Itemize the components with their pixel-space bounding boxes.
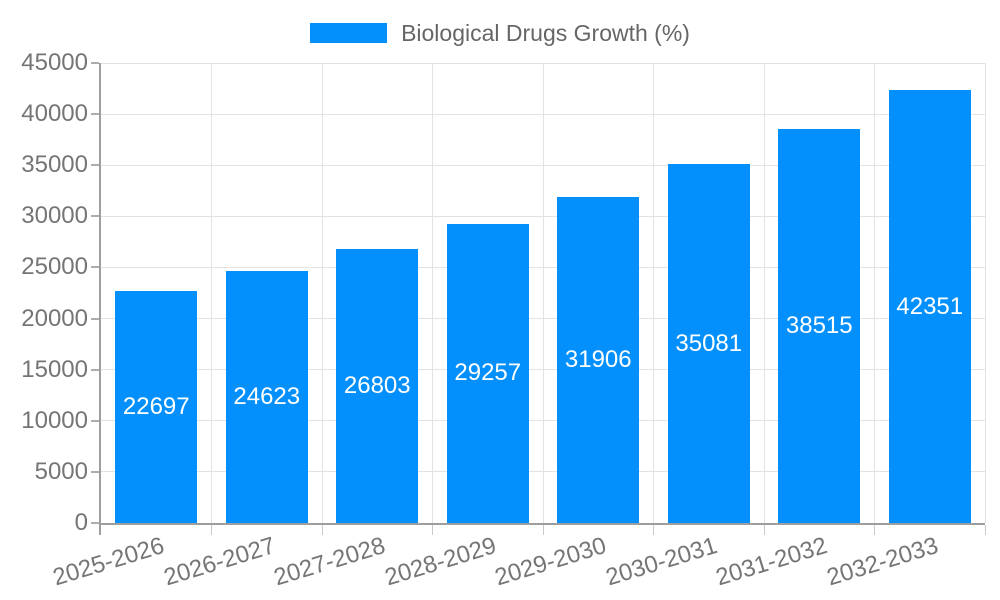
bar-value-label: 22697: [122, 393, 190, 420]
y-axis-tick: [91, 113, 99, 116]
bar-2028-2029[interactable]: 29257: [446, 223, 529, 523]
legend-swatch-icon: [310, 23, 388, 43]
bar-value-label: 35081: [675, 329, 743, 357]
x-axis-tick: [653, 525, 654, 535]
y-axis-tick-label: 35000: [21, 151, 88, 179]
plot-area: 22697 24623 26803 29257 31906 35081 38515 42351: [91, 62, 986, 535]
x-gridline: [653, 63, 654, 523]
bar-2031-2032[interactable]: 38515: [778, 129, 861, 523]
bar-2026-2027[interactable]: 24623: [225, 271, 308, 523]
x-axis-tick-label: 2027-2028: [271, 532, 389, 592]
x-gridline: [984, 63, 986, 523]
y-axis-tick-label: 40000: [21, 100, 88, 128]
x-axis-tick: [321, 525, 323, 535]
x-axis-tick-label: 2029-2030: [492, 532, 610, 592]
y-axis-tick: [91, 164, 99, 167]
y-axis-tick-label: 10000: [21, 406, 88, 434]
bar-value-label: 29257: [454, 359, 522, 387]
bar-value-label: 42351: [896, 292, 964, 320]
x-axis-tick-label: 2032-2033: [823, 532, 942, 592]
x-gridline: [432, 63, 433, 523]
x-gridline: [321, 63, 323, 523]
y-axis-tick-label: 20000: [21, 304, 88, 332]
bar-value-label: 38515: [785, 312, 853, 340]
y-axis-tick-label: 15000: [21, 355, 88, 383]
x-axis-tick: [542, 525, 544, 535]
y-axis-tick: [91, 522, 99, 524]
y-axis-tick: [91, 470, 99, 473]
legend-label: Biological Drugs Growth (%): [401, 20, 690, 46]
bar-2025-2026[interactable]: 22697: [115, 291, 198, 523]
bar-2027-2028[interactable]: 26803: [336, 249, 419, 523]
x-axis-tick-label: 2031-2032: [713, 532, 831, 592]
y-axis-tick: [91, 215, 99, 218]
x-gridline: [542, 63, 544, 523]
y-axis-tick: [91, 62, 99, 64]
y-axis-tick-label: 25000: [21, 253, 88, 281]
y-axis-tick-label: 30000: [21, 202, 88, 230]
y-axis-tick-label: 0: [74, 509, 88, 536]
x-axis-tick-label: 2025-2026: [50, 532, 168, 592]
x-axis-tick-label: 2028-2029: [381, 532, 500, 592]
y-axis-tick-label: 5000: [34, 457, 88, 485]
y-axis-tick: [91, 317, 99, 320]
bar-value-label: 31906: [564, 345, 632, 373]
y-axis-tick: [91, 266, 99, 269]
x-axis-tick: [763, 525, 765, 535]
x-axis-tick-label: 2026-2027: [160, 532, 279, 592]
x-axis-tick-label: 2030-2031: [602, 532, 721, 592]
x-gridline: [763, 63, 765, 523]
x-axis-tick: [984, 525, 986, 535]
bar-value-label: 24623: [233, 383, 301, 411]
x-axis-tick: [432, 525, 433, 535]
legend[interactable]: Biological Drugs Growth (%): [0, 21, 1000, 45]
bar-2032-2033[interactable]: 42351: [888, 90, 971, 523]
x-gridline: [211, 63, 212, 523]
x-axis-tick: [874, 525, 875, 535]
y-axis-tick: [91, 419, 99, 422]
bar-2029-2030[interactable]: 31906: [557, 196, 640, 523]
bar-2030-2031[interactable]: 35081: [667, 164, 750, 523]
y-axis-tick: [91, 368, 99, 371]
y-axis-tick-label: 45000: [21, 49, 88, 76]
bar-value-label: 26803: [343, 372, 411, 399]
x-axis-tick: [99, 525, 101, 535]
x-axis-tick: [211, 525, 212, 535]
x-gridline: [874, 63, 875, 523]
